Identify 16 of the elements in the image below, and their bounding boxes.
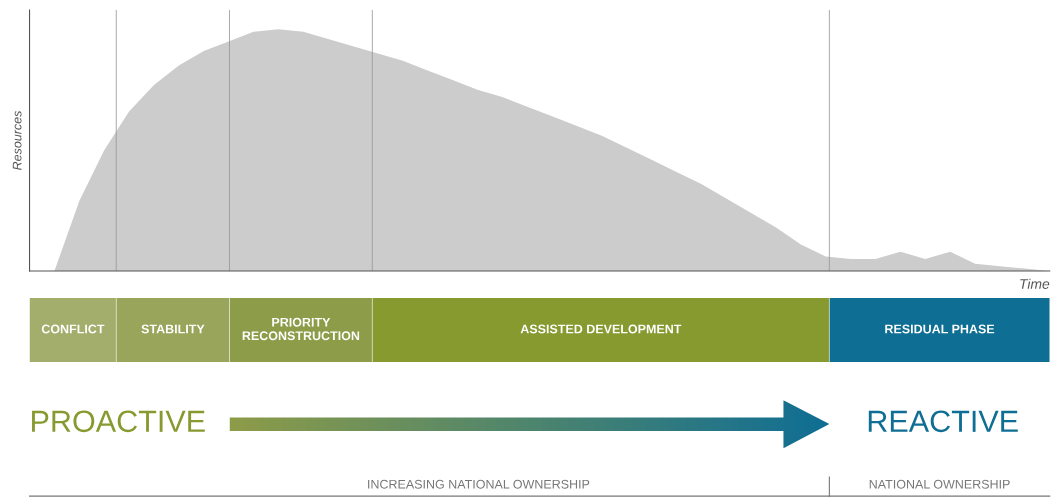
series-label: PRIORITY RECONSTRUCTION (242, 317, 360, 341)
series-label: CONFLICT (41, 324, 105, 334)
bar (116, 298, 230, 362)
text: INCREASING NATIONAL OWNERSHIP (368, 479, 590, 489)
series-label: STABILITY (141, 324, 205, 334)
series-label: ASSISTED DEVELOPMENT (520, 324, 682, 334)
bar (29, 298, 117, 362)
text: PROACTIVE (32, 410, 205, 433)
x-axis-title: Time (1020, 278, 1050, 289)
text: NATIONAL OWNERSHIP (869, 479, 1010, 489)
series-label: RESIDUAL PHASE (885, 324, 995, 334)
bar (829, 298, 1050, 362)
y-axis-title: Resources (12, 110, 22, 171)
bar (229, 298, 373, 362)
bar (372, 298, 830, 362)
text: REACTIVE (868, 410, 1018, 433)
